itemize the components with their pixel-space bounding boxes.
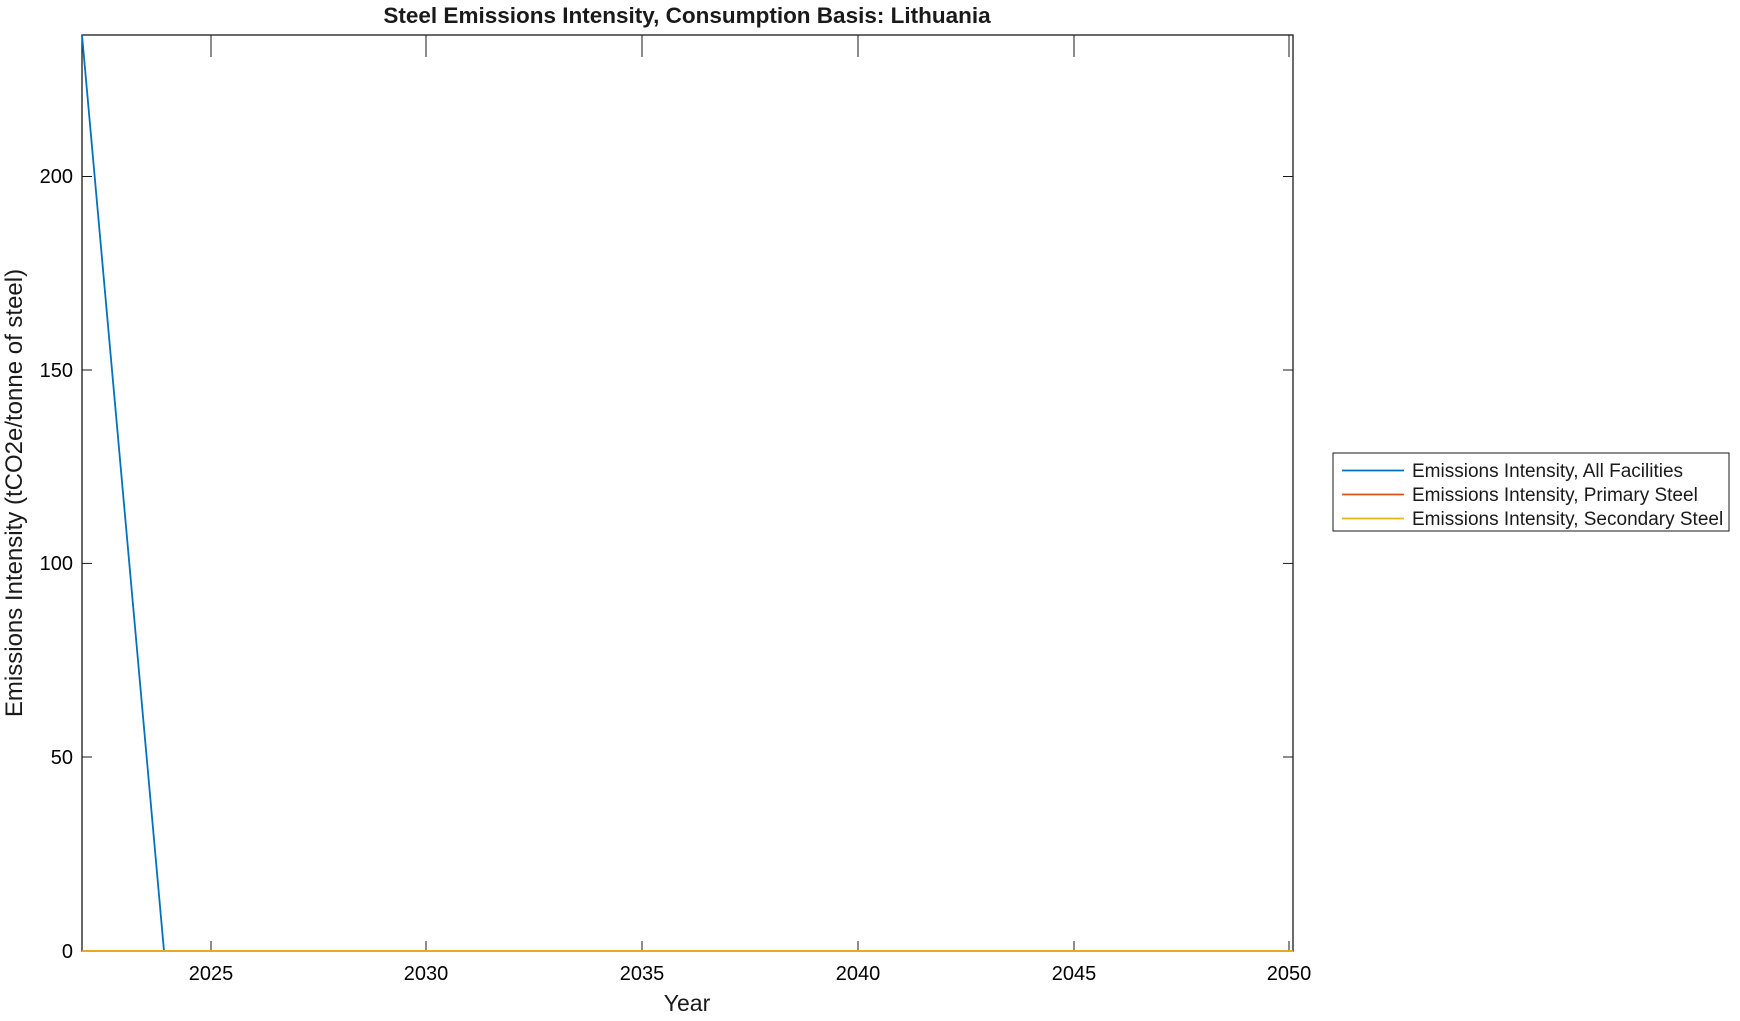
svg-text:Emissions Intensity, Secondary: Emissions Intensity, Secondary Steel (1412, 509, 1723, 530)
svg-text:0: 0 (62, 941, 73, 963)
svg-text:50: 50 (51, 747, 73, 769)
svg-text:Emissions Intensity (tCO2e/ton: Emissions Intensity (tCO2e/tonne of stee… (1, 269, 28, 717)
svg-text:2035: 2035 (620, 963, 665, 985)
svg-text:150: 150 (40, 360, 73, 382)
svg-text:2045: 2045 (1052, 963, 1097, 985)
svg-text:2050: 2050 (1267, 963, 1312, 985)
svg-text:2030: 2030 (404, 963, 449, 985)
svg-text:Year: Year (664, 990, 711, 1016)
svg-text:Emissions Intensity, All Facil: Emissions Intensity, All Facilities (1412, 461, 1683, 482)
svg-text:2040: 2040 (836, 963, 881, 985)
svg-text:2025: 2025 (189, 963, 234, 985)
svg-text:Emissions Intensity, Primary S: Emissions Intensity, Primary Steel (1412, 485, 1698, 506)
svg-text:200: 200 (40, 166, 73, 188)
svg-text:Steel Emissions Intensity, Con: Steel Emissions Intensity, Consumption B… (383, 3, 991, 28)
svg-text:100: 100 (40, 553, 73, 575)
